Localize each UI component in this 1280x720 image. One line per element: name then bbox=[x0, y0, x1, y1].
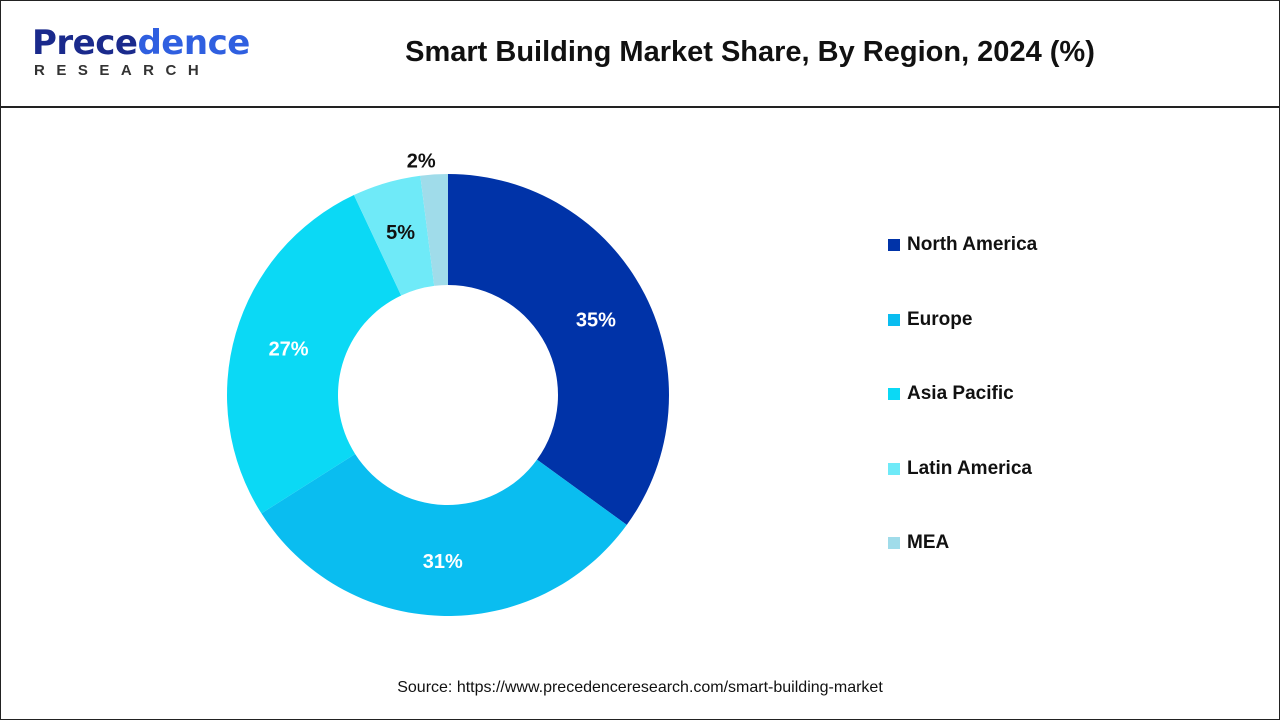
legend-label: North America bbox=[907, 234, 1038, 255]
header-divider bbox=[0, 106, 1280, 108]
data-label: 31% bbox=[423, 551, 463, 573]
legend-label: Asia Pacific bbox=[907, 383, 1014, 404]
legend-item: Europe bbox=[888, 309, 1037, 331]
precedence-research-logo: Precedence RESEARCH bbox=[32, 26, 250, 79]
legend-label: Europe bbox=[907, 308, 973, 330]
source-text: Source: https://www.precedenceresearch.c… bbox=[397, 679, 883, 696]
legend-swatch bbox=[888, 313, 900, 326]
legend-item: Asia Pacific bbox=[888, 383, 1037, 405]
slice-asia-pacific bbox=[226, 195, 402, 514]
legend-swatch bbox=[888, 388, 900, 400]
slice-europe bbox=[261, 453, 627, 616]
data-label: 27% bbox=[269, 339, 309, 361]
logo-text-a: Prece bbox=[32, 23, 138, 63]
legend-swatch bbox=[888, 462, 900, 475]
slice-latin-america bbox=[353, 175, 435, 296]
legend-label: Latin America bbox=[907, 457, 1032, 479]
legend-item: North America bbox=[888, 234, 1037, 256]
legend-label: MEA bbox=[907, 532, 950, 553]
legend-swatch bbox=[888, 239, 900, 251]
data-label: 35% bbox=[576, 310, 616, 332]
legend: North America Europe Asia Pacific Latin Ame… bbox=[888, 234, 1037, 607]
data-label: 2% bbox=[407, 150, 436, 172]
legend-item: MEA bbox=[888, 532, 1037, 554]
data-label: 5% bbox=[386, 222, 415, 244]
slice-mea bbox=[420, 174, 448, 286]
logo-text-b: dence bbox=[137, 23, 250, 63]
legend-item: Latin America bbox=[888, 458, 1037, 480]
chart-title: Smart Building Market Share, By Region, … bbox=[405, 36, 1095, 68]
legend-swatch bbox=[888, 537, 900, 549]
slice-north-america bbox=[448, 174, 670, 525]
logo-subtext: RESEARCH bbox=[34, 62, 211, 79]
